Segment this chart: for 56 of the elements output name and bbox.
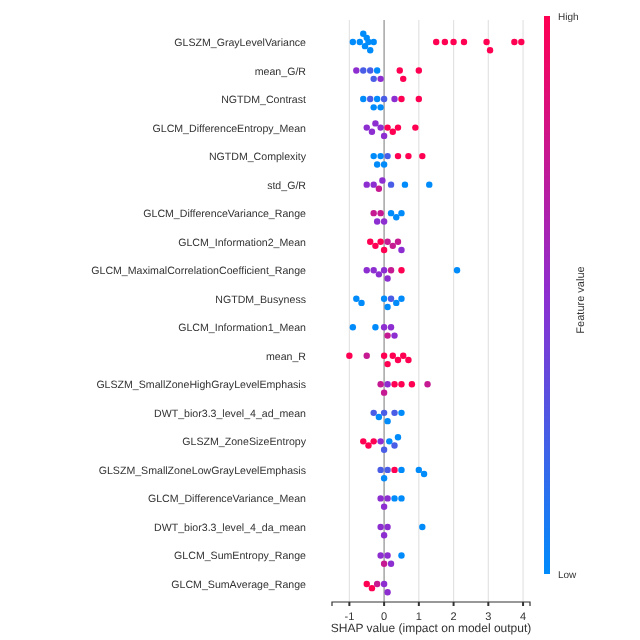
point xyxy=(412,124,419,131)
point xyxy=(387,267,395,274)
point xyxy=(387,209,395,217)
point xyxy=(394,238,402,245)
point xyxy=(415,466,423,474)
point xyxy=(433,38,440,46)
point xyxy=(380,409,388,417)
point xyxy=(398,495,405,502)
point xyxy=(377,523,384,531)
point xyxy=(373,580,381,588)
point xyxy=(360,67,367,74)
point xyxy=(384,466,391,474)
point xyxy=(394,124,402,131)
point xyxy=(363,267,370,274)
point xyxy=(377,209,384,217)
point xyxy=(398,552,405,559)
point xyxy=(384,552,391,559)
point xyxy=(370,38,377,46)
point xyxy=(401,181,409,188)
point xyxy=(377,495,384,502)
point xyxy=(483,38,490,46)
point xyxy=(398,466,405,474)
point xyxy=(377,381,384,388)
point xyxy=(380,95,388,103)
point xyxy=(518,38,525,46)
point xyxy=(363,181,370,188)
point xyxy=(377,552,384,559)
point xyxy=(377,466,384,474)
point xyxy=(384,523,391,531)
point xyxy=(363,124,370,131)
point xyxy=(419,152,426,160)
point xyxy=(450,38,457,46)
point xyxy=(460,38,468,46)
point xyxy=(398,409,405,417)
point xyxy=(384,152,391,160)
point xyxy=(387,181,395,188)
point xyxy=(384,381,391,388)
point xyxy=(370,209,377,217)
point xyxy=(367,67,374,74)
point xyxy=(386,438,393,445)
point xyxy=(511,38,518,46)
point xyxy=(353,67,360,74)
point xyxy=(391,409,398,417)
point xyxy=(370,409,377,417)
point xyxy=(441,38,449,46)
point xyxy=(363,352,370,359)
point xyxy=(424,381,431,388)
point xyxy=(384,495,391,502)
point xyxy=(380,324,388,331)
point xyxy=(384,238,391,245)
point xyxy=(415,67,423,74)
point xyxy=(387,295,395,302)
point xyxy=(373,67,381,74)
point xyxy=(415,95,423,103)
point xyxy=(398,95,405,103)
point xyxy=(367,95,374,103)
